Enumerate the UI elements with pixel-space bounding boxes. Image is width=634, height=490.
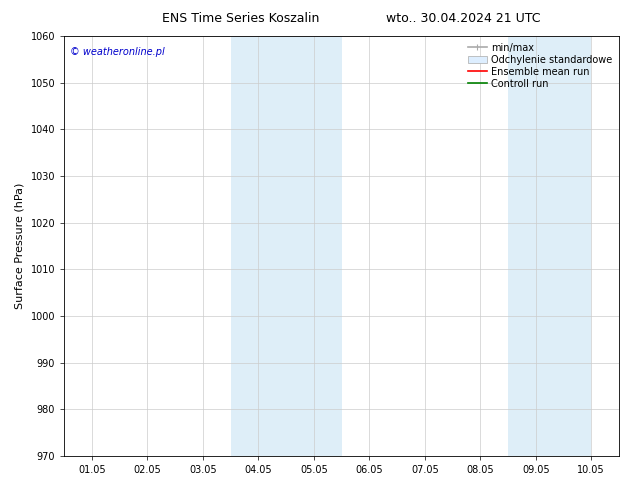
Text: wto.. 30.04.2024 21 UTC: wto.. 30.04.2024 21 UTC [385,12,540,25]
Bar [231,36,342,456]
Text: © weatheronline.pl: © weatheronline.pl [70,47,164,57]
Bar [508,36,592,456]
Text: ENS Time Series Koszalin: ENS Time Series Koszalin [162,12,320,25]
Y-axis label: Surface Pressure (hPa): Surface Pressure (hPa) [15,183,25,309]
Legend: min/max, Odchylenie standardowe, Ensemble mean run, Controll run: min/max, Odchylenie standardowe, Ensembl… [465,41,614,91]
